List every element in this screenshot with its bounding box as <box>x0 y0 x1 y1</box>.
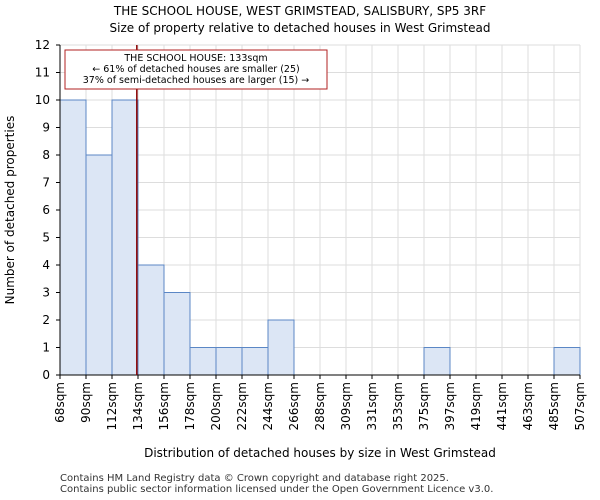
y-tick-label: 2 <box>42 313 50 327</box>
annotation-line: ← 61% of detached houses are smaller (25… <box>92 64 299 75</box>
y-tick-label: 10 <box>35 93 50 107</box>
y-tick-label: 4 <box>42 258 50 272</box>
chart-subtitle: Size of property relative to detached ho… <box>109 21 491 35</box>
annotation-box: THE SCHOOL HOUSE: 133sqm← 61% of detache… <box>64 49 328 90</box>
chart-title: THE SCHOOL HOUSE, WEST GRIMSTEAD, SALISB… <box>113 4 487 18</box>
x-tick-label: 441sqm <box>495 382 509 430</box>
histogram-bar <box>163 292 191 376</box>
y-tick-label: 3 <box>42 286 50 300</box>
footer-copyright: Contains HM Land Registry data © Crown c… <box>60 473 449 484</box>
x-tick-label: 244sqm <box>261 382 275 430</box>
footer-licence: Contains public sector information licen… <box>60 484 494 495</box>
histogram-bar <box>553 347 581 376</box>
x-tick-label: 331sqm <box>365 382 379 430</box>
x-tick-label: 200sqm <box>209 382 223 430</box>
x-tick-label: 507sqm <box>573 382 587 430</box>
x-tick-label: 90sqm <box>79 382 93 423</box>
histogram-bar <box>215 347 243 376</box>
x-tick-label: 134sqm <box>131 382 145 430</box>
x-tick-label: 353sqm <box>391 382 405 430</box>
y-tick-label: 0 <box>42 368 50 382</box>
y-axis-label: Number of detached properties <box>3 116 17 305</box>
x-tick-label: 266sqm <box>287 382 301 430</box>
annotation-border <box>64 49 328 90</box>
x-tick-label: 397sqm <box>443 382 457 430</box>
y-tick-label: 7 <box>42 176 50 190</box>
y-tick-label: 8 <box>42 148 50 162</box>
y-tick-label: 5 <box>42 231 50 245</box>
x-tick-label: 222sqm <box>235 382 249 430</box>
y-tick-label: 6 <box>42 203 50 217</box>
y-tick-label: 12 <box>35 38 50 52</box>
x-tick-label: 419sqm <box>469 382 483 430</box>
x-tick-label: 68sqm <box>53 382 67 423</box>
y-tick-label: 1 <box>42 341 50 355</box>
x-tick-label: 288sqm <box>313 382 327 430</box>
bars <box>59 99 581 376</box>
y-tick-label: 9 <box>42 121 50 135</box>
annotation-line: 37% of semi-detached houses are larger (… <box>83 75 310 86</box>
histogram-bar <box>85 154 113 376</box>
axes <box>56 44 581 379</box>
y-tick-label: 11 <box>35 66 50 80</box>
histogram-bar <box>267 319 295 376</box>
histogram-bar <box>423 347 451 376</box>
x-tick-labels: 68sqm 90sqm 112sqm 134sqm 156sqm 178sqm 200sqm… <box>53 382 587 430</box>
histogram-bar <box>189 347 217 376</box>
x-tick-label: 178sqm <box>183 382 197 430</box>
histogram-bar <box>241 347 269 376</box>
x-tick-label: 485sqm <box>547 382 561 430</box>
histogram-bar <box>59 99 87 376</box>
annotation-line: THE SCHOOL HOUSE: 133sqm <box>123 53 267 64</box>
histogram-bar <box>137 264 165 376</box>
x-tick-label: 309sqm <box>339 382 353 430</box>
x-tick-label: 375sqm <box>417 382 431 430</box>
x-axis-label: Distribution of detached houses by size … <box>144 446 496 460</box>
histogram-bar <box>111 99 139 376</box>
x-tick-label: 112sqm <box>105 382 119 430</box>
x-tick-label: 463sqm <box>521 382 535 430</box>
x-tick-label: 156sqm <box>157 382 171 430</box>
